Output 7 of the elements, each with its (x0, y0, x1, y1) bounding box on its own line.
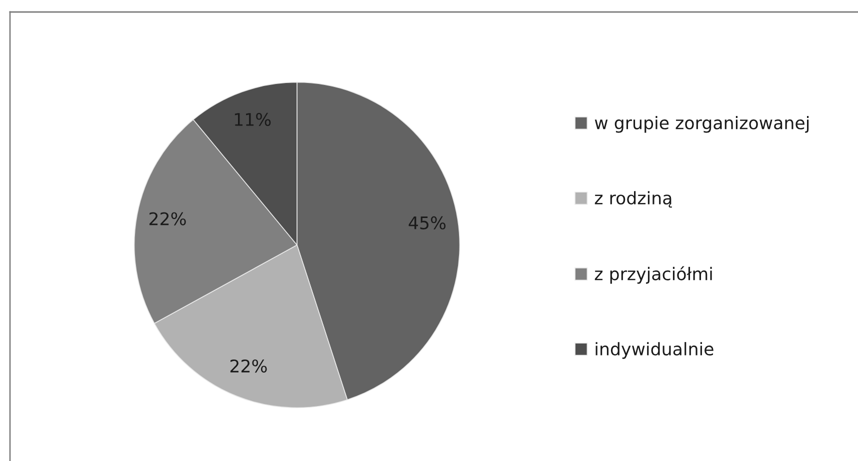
data-label: 22% (230, 359, 267, 373)
legend-label: indywidualnie (596, 342, 714, 359)
legend-label: z przyjaciółmi (594, 266, 712, 284)
data-label: 45% (408, 216, 446, 230)
legend-label: z rodziną (594, 191, 672, 208)
legend-label: w grupie zorganizowanej (594, 116, 809, 133)
data-label: 22% (149, 212, 186, 226)
